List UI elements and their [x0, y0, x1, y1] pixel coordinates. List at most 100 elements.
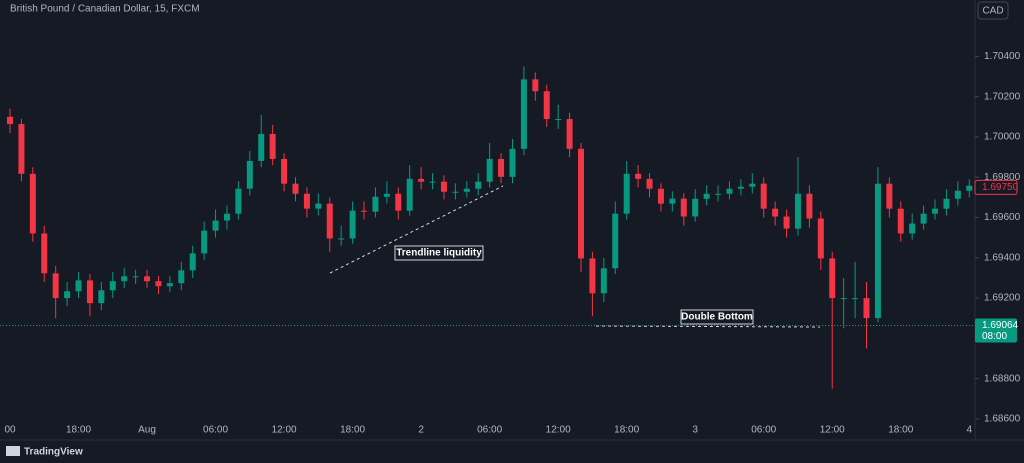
x-tick-label: 2 — [418, 425, 424, 436]
candle-body — [669, 198, 676, 204]
candle-body — [406, 178, 413, 211]
candle-body — [64, 291, 71, 299]
candle-body — [223, 213, 230, 221]
candle-body — [783, 216, 790, 229]
chart-title: British Pound / Canadian Dollar, 15, FXC… — [10, 4, 200, 15]
candle-body — [840, 298, 847, 300]
candle-body — [509, 148, 516, 177]
candle-body — [429, 181, 436, 183]
double-bottom-line — [595, 325, 821, 328]
x-tick-label: 18:00 — [888, 425, 913, 436]
candle-body — [794, 193, 801, 229]
candle-body — [692, 198, 699, 217]
y-tick-label: 1.70200 — [984, 91, 1021, 102]
candle-body — [452, 191, 459, 193]
y-tick-label: 1.69600 — [984, 212, 1021, 223]
last-price-time: 08:00 — [982, 331, 1007, 342]
candle-body — [943, 198, 950, 209]
candle-body — [246, 160, 253, 189]
candle-body — [315, 203, 322, 209]
x-tick-label: 06:00 — [477, 425, 502, 436]
x-tick-label: 00 — [4, 425, 16, 436]
y-tick-label: 1.68800 — [984, 373, 1021, 384]
y-tick-label: 1.70400 — [984, 51, 1021, 62]
x-tick-label: 18:00 — [340, 425, 365, 436]
candle-body — [806, 193, 813, 219]
candle-body — [623, 173, 630, 214]
trendline — [329, 185, 504, 274]
candle-body — [498, 158, 505, 177]
candle-body — [29, 173, 36, 234]
x-tick-label: 3 — [692, 425, 698, 436]
candle-body — [817, 218, 824, 259]
candle-body — [520, 79, 527, 149]
candle-body — [86, 280, 93, 304]
y-tick-label: 1.69800 — [984, 172, 1021, 183]
candle-body — [201, 230, 208, 254]
candle-body — [589, 258, 596, 294]
x-tick-label: 06:00 — [203, 425, 228, 436]
candle-body — [303, 193, 310, 209]
candle-body — [635, 173, 642, 179]
candle-body — [966, 185, 973, 191]
candle-body — [874, 183, 881, 319]
candle-body — [349, 210, 356, 239]
candle-body — [338, 238, 345, 240]
candle-body — [326, 203, 333, 239]
x-tick-label: 12:00 — [546, 425, 571, 436]
annotation: Trendline liquidity — [396, 248, 482, 259]
y-tick-label: 1.69200 — [984, 293, 1021, 304]
candle-body — [600, 268, 607, 294]
candle-body — [920, 213, 927, 224]
candle-body — [566, 119, 573, 149]
candle-body — [109, 281, 116, 291]
candle-body — [372, 196, 379, 212]
candle-body — [852, 298, 859, 300]
candle-body — [258, 133, 265, 161]
candle-body — [749, 183, 756, 187]
candle-body — [132, 276, 139, 278]
candle-body — [383, 193, 390, 197]
candle-body — [726, 188, 733, 194]
price-label-box — [974, 179, 1018, 195]
candle-body — [897, 208, 904, 234]
candle-body — [543, 91, 550, 120]
candle-body — [657, 188, 664, 204]
candle-body — [555, 119, 562, 121]
candle-body — [463, 188, 470, 192]
candle-body — [395, 193, 402, 211]
candle-body — [737, 186, 744, 189]
candle-body — [909, 223, 916, 234]
candle-body — [269, 133, 276, 159]
candle-body — [578, 148, 584, 259]
candle-body — [292, 183, 299, 194]
candle-body — [829, 258, 836, 299]
last-price-box — [975, 318, 1017, 343]
candle-body — [212, 220, 219, 231]
candle-body — [760, 183, 767, 209]
candle-body — [361, 210, 368, 212]
candle-body — [121, 276, 128, 282]
candle-body — [532, 79, 539, 92]
x-tick-label: 18:00 — [614, 425, 639, 436]
x-tick-label: Aug — [138, 425, 156, 436]
y-tick-label: 1.68600 — [984, 414, 1021, 425]
annotation-box — [680, 309, 754, 325]
candle-body — [155, 281, 162, 287]
candle-body — [98, 290, 105, 304]
candle-body — [41, 233, 48, 274]
currency[interactable]: CAD — [982, 6, 1003, 17]
y-tick-label: 1.70000 — [984, 132, 1021, 143]
x-tick-label: 4 — [966, 425, 972, 436]
candle-body — [281, 158, 288, 184]
candle-body — [646, 178, 653, 189]
currency-button[interactable] — [977, 1, 1009, 20]
candle-body — [418, 178, 425, 182]
candle-body — [680, 198, 687, 217]
candle-body — [144, 276, 151, 282]
x-tick-label: 18:00 — [66, 425, 91, 436]
brand: TradingView — [24, 447, 83, 458]
candle-body — [52, 273, 59, 299]
candle-body — [178, 270, 185, 284]
